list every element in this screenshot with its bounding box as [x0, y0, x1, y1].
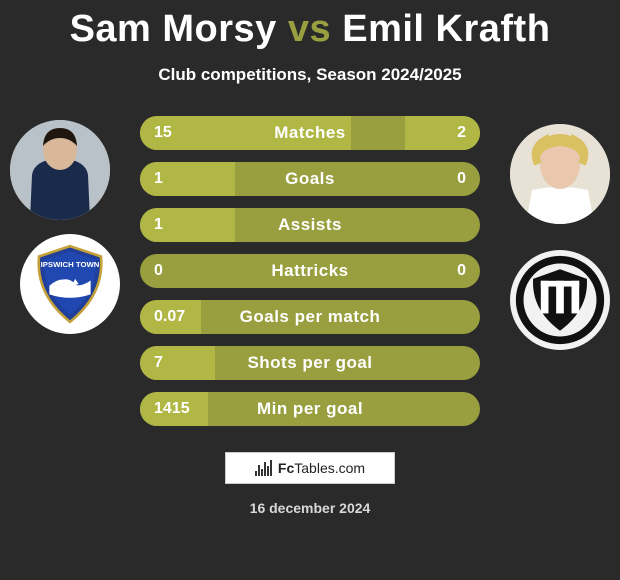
- stat-row: 15 2 Matches: [140, 116, 480, 150]
- stat-label: Min per goal: [257, 399, 363, 419]
- title-player-left: Sam Morsy: [70, 8, 277, 50]
- stat-label: Hattricks: [271, 261, 348, 281]
- footer-brand-bold: Fc: [278, 460, 294, 476]
- person-icon: [10, 120, 110, 220]
- comparison-stage: IPSWICH TOWN 152Matches10Goals1Assists00…: [0, 110, 620, 440]
- stat-label: Matches: [274, 123, 346, 143]
- stat-row: 1 Assists: [140, 208, 480, 242]
- player-left-avatar: [10, 120, 110, 220]
- stat-value-right: 0: [457, 170, 466, 188]
- page-title: Sam Morsy vs Emil Krafth: [0, 0, 620, 51]
- subtitle: Club competitions, Season 2024/2025: [0, 65, 620, 85]
- stat-value-left: 1: [154, 216, 163, 234]
- stat-value-left: 1415: [154, 400, 190, 418]
- stat-fill-right: [405, 116, 480, 150]
- shield-icon: IPSWICH TOWN: [27, 241, 113, 327]
- club-right-badge: [510, 250, 610, 350]
- comparison-bars: 15 2 Matches 1 0 Goals 1 Assists 0 0 Hattricks 0.07…: [140, 116, 480, 438]
- stat-label: Goals per match: [240, 307, 381, 327]
- footer-brand-text: FcTables.com: [278, 460, 365, 476]
- club-left-badge: IPSWICH TOWN: [20, 234, 120, 334]
- barchart-icon: [255, 460, 272, 476]
- stat-value-left: 0: [154, 262, 163, 280]
- person-icon: [510, 124, 610, 224]
- stat-label: Shots per goal: [247, 353, 372, 373]
- title-player-right: Emil Krafth: [342, 8, 550, 50]
- title-vs: vs: [288, 8, 331, 50]
- stat-value-left: 15: [154, 124, 172, 142]
- stat-value-left: 1: [154, 170, 163, 188]
- footer-brand-rest: Tables.com: [294, 460, 365, 476]
- stat-row: 0.07 Goals per match: [140, 300, 480, 334]
- player-right-avatar: [510, 124, 610, 224]
- stat-row: 1 0 Goals: [140, 162, 480, 196]
- stat-row: 7 Shots per goal: [140, 346, 480, 380]
- stat-fill-left: [140, 346, 215, 380]
- stat-row: 1415 Min per goal: [140, 392, 480, 426]
- stat-value-left: 0.07: [154, 308, 185, 326]
- stat-value-right: 2: [457, 124, 466, 142]
- svg-text:IPSWICH TOWN: IPSWICH TOWN: [41, 260, 100, 269]
- footer-date: 16 december 2024: [0, 500, 620, 516]
- stat-value-right: 0: [457, 262, 466, 280]
- stat-row: 0 0 Hattricks: [140, 254, 480, 288]
- stat-label: Goals: [285, 169, 335, 189]
- shield-icon: [512, 252, 608, 348]
- footer-brand: FcTables.com: [225, 452, 395, 484]
- stat-label: Assists: [278, 215, 342, 235]
- stat-value-left: 7: [154, 354, 163, 372]
